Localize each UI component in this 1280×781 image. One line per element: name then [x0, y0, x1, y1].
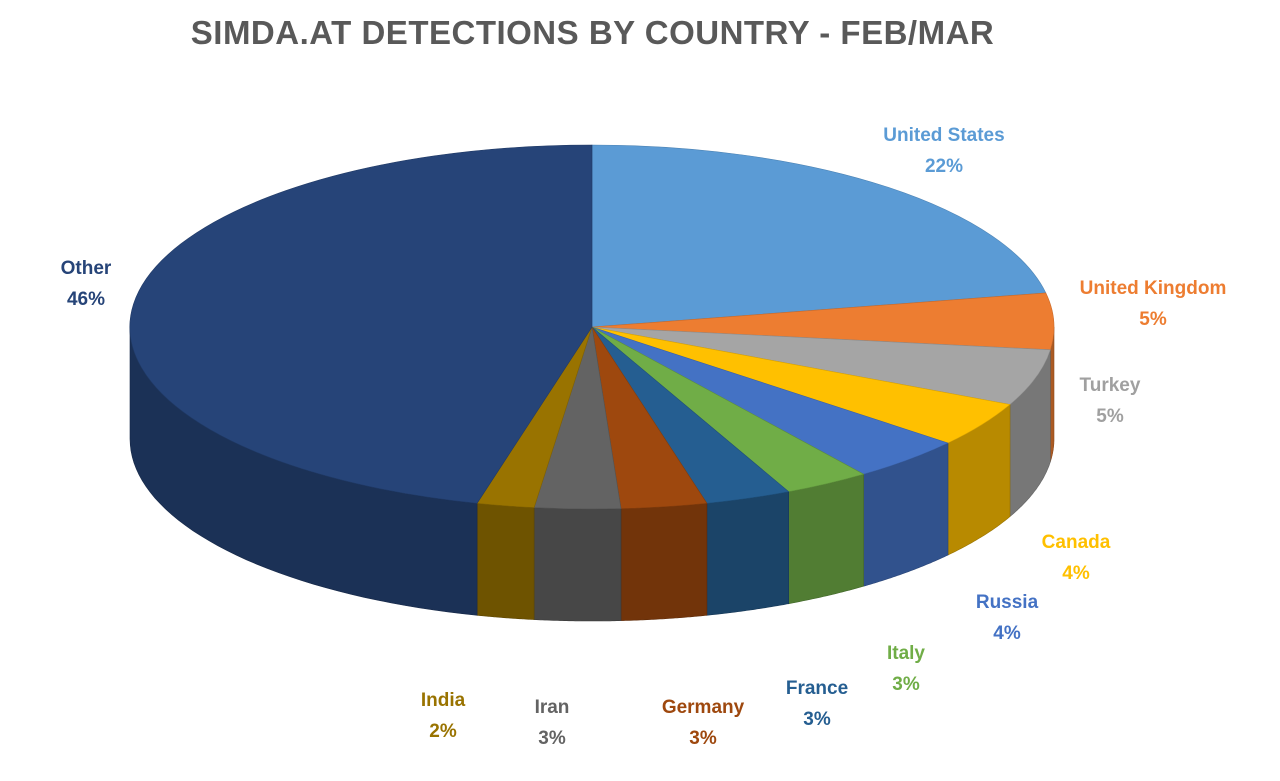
- label-united-states: United States: [883, 125, 1004, 146]
- value-label-other: 46%: [67, 289, 105, 310]
- slice-side-germany: [620, 502, 708, 621]
- label-france: France: [786, 678, 848, 699]
- label-united-kingdom: United Kingdom: [1080, 278, 1227, 299]
- slice-turkey: [591, 326, 1051, 405]
- label-russia: Russia: [976, 592, 1039, 613]
- value-label-france: 3%: [803, 709, 831, 730]
- label-turkey: Turkey: [1080, 375, 1141, 396]
- slice-united-kingdom: [591, 292, 1055, 351]
- value-label-italy: 3%: [892, 674, 920, 695]
- slice-side-india: [476, 502, 535, 620]
- label-germany: Germany: [662, 697, 745, 718]
- label-india: India: [421, 690, 466, 711]
- chart-title: SIMDA.AT DETECTIONS BY COUNTRY - FEB/MAR: [190, 14, 995, 51]
- slice-other: [129, 144, 593, 504]
- value-label-united-states: 22%: [925, 156, 963, 177]
- value-label-united-kingdom: 5%: [1139, 309, 1167, 330]
- label-canada: Canada: [1042, 532, 1111, 553]
- value-label-turkey: 5%: [1096, 406, 1124, 427]
- slice-side-iran: [533, 507, 622, 622]
- value-label-india: 2%: [429, 721, 457, 742]
- slice-side-france: [706, 491, 790, 616]
- value-label-iran: 3%: [538, 728, 566, 749]
- slice-side-italy: [788, 473, 864, 605]
- label-other: Other: [61, 258, 112, 279]
- value-label-germany: 3%: [689, 728, 717, 749]
- slice-united-states: [591, 144, 1047, 328]
- value-label-russia: 4%: [993, 623, 1021, 644]
- value-label-canada: 4%: [1062, 563, 1090, 584]
- label-iran: Iran: [535, 697, 570, 718]
- label-italy: Italy: [887, 643, 925, 664]
